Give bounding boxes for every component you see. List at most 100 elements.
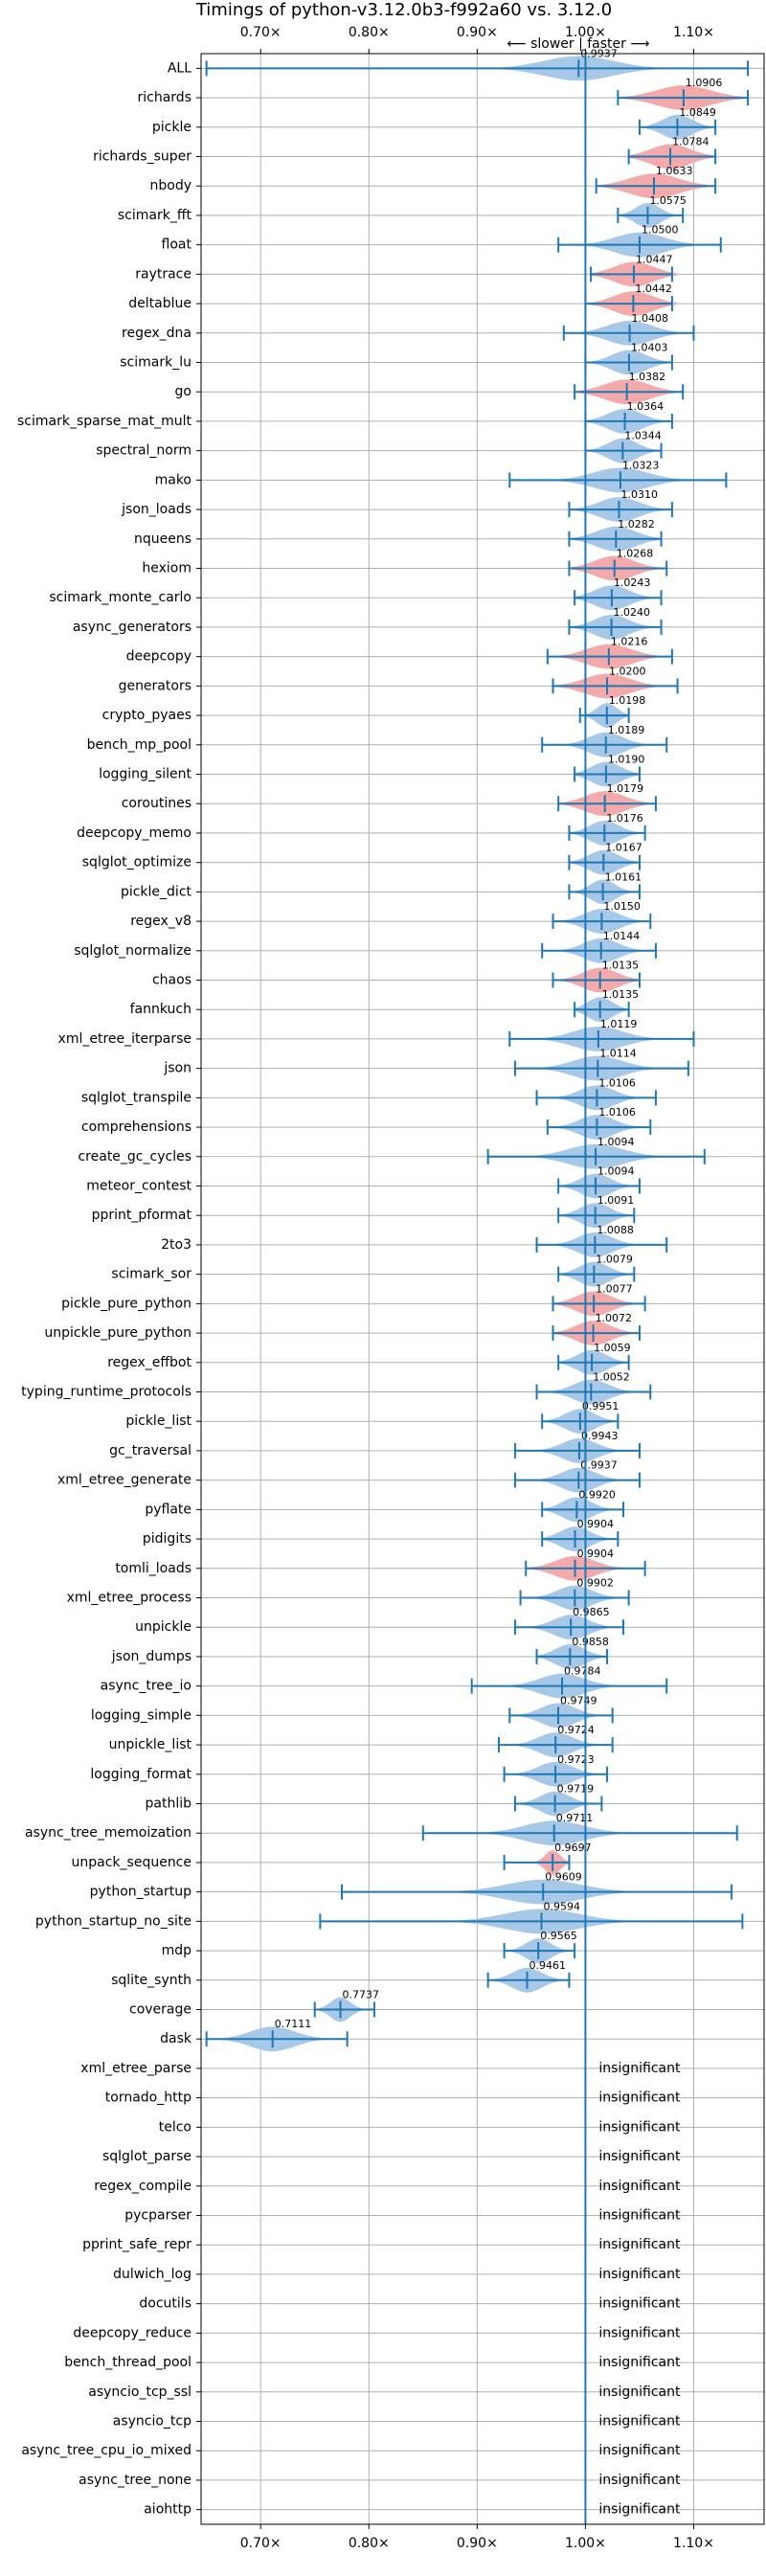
chart-title: Timings of python-v3.12.0b3-f992a60 vs. … xyxy=(195,0,612,20)
insignificant-label: insignificant xyxy=(598,2237,681,2252)
category-label: crypto_pyaes xyxy=(102,708,192,723)
x-tick-label: 0.80× xyxy=(349,25,390,40)
value-label: 1.0135 xyxy=(602,960,640,972)
value-label: 0.9609 xyxy=(545,1871,582,1884)
category-label: generators xyxy=(119,678,192,693)
value-label: 1.0408 xyxy=(632,312,669,325)
value-label: 0.9943 xyxy=(581,1430,619,1442)
category-label: scimark_monte_carlo xyxy=(49,590,192,605)
benchmark-violin: 1.0091 xyxy=(557,1194,636,1229)
category-label: scimark_lu xyxy=(120,355,192,371)
benchmark-violin: 1.0119 xyxy=(508,1018,695,1051)
x-tick-label: 0.70× xyxy=(240,2536,282,2551)
category-label: pickle_pure_python xyxy=(61,1296,192,1311)
category-label: unpickle xyxy=(135,1619,192,1635)
category-label: async_generators xyxy=(73,620,192,635)
value-label: 0.9723 xyxy=(557,1753,595,1766)
value-label: 0.9711 xyxy=(556,1812,594,1824)
value-label: 1.0906 xyxy=(686,77,723,89)
category-label: json xyxy=(163,1061,192,1076)
category-label: meteor_contest xyxy=(86,1179,192,1194)
benchmark-violin: 1.0106 xyxy=(546,1106,652,1140)
benchmark-violin: 0.7111 xyxy=(205,2018,349,2052)
benchmark-violin: 1.0072 xyxy=(552,1312,641,1345)
benchmark-violin: 1.0150 xyxy=(552,900,652,934)
category-label: json_loads xyxy=(121,502,192,517)
insignificant-label: insignificant xyxy=(598,2443,681,2458)
value-label: 1.0282 xyxy=(618,518,655,531)
value-label: 1.0240 xyxy=(614,606,651,619)
value-label: 1.0190 xyxy=(608,754,645,766)
category-label: deepcopy_reduce xyxy=(73,2325,192,2340)
x-tick-label: 1.10× xyxy=(673,25,714,40)
value-label: 1.0189 xyxy=(608,724,645,736)
value-label: 0.9865 xyxy=(573,1606,610,1618)
benchmark-violin: 0.9937 xyxy=(205,47,750,81)
benchmark-violin: 0.9719 xyxy=(513,1783,603,1817)
category-label: sqlglot_transpile xyxy=(81,1090,192,1105)
category-label: richards xyxy=(138,90,192,105)
benchmark-violin: 1.0364 xyxy=(584,400,673,434)
value-label: 0.9937 xyxy=(580,1459,618,1472)
value-label: 1.0161 xyxy=(605,870,642,883)
category-label: sqlglot_parse xyxy=(102,2149,192,2164)
x-tick-label: 0.80× xyxy=(349,2536,390,2551)
benchmark-violin: 1.0403 xyxy=(584,342,673,375)
category-label: mdp xyxy=(162,1943,192,1958)
benchmark-violin: 1.0344 xyxy=(584,430,663,463)
category-label: deepcopy xyxy=(126,649,192,665)
category-label: logging_format xyxy=(90,1767,192,1782)
category-label: coverage xyxy=(129,2002,192,2018)
category-label: spectral_norm xyxy=(96,443,192,459)
value-label: 1.0200 xyxy=(609,665,646,677)
value-label: 1.0364 xyxy=(627,400,665,413)
value-label: 0.9697 xyxy=(554,1842,592,1854)
value-label: 0.9719 xyxy=(557,1783,595,1796)
category-label: docutils xyxy=(139,2296,192,2312)
value-label: 0.9951 xyxy=(582,1400,620,1412)
x-tick-label: 1.00× xyxy=(565,25,606,40)
benchmark-violin: 0.9697 xyxy=(503,1842,592,1875)
category-label: regex_effbot xyxy=(107,1355,192,1370)
category-label: scimark_sparse_mat_mult xyxy=(17,414,192,429)
benchmark-violin: 1.0077 xyxy=(552,1282,646,1317)
benchmark-violin: 1.0268 xyxy=(568,548,668,581)
benchmark-violin: 1.0282 xyxy=(568,518,663,552)
category-label: scimark_sor xyxy=(111,1267,192,1282)
value-label: 1.0323 xyxy=(622,459,660,471)
value-label: 1.0500 xyxy=(642,224,679,237)
benchmark-violin: 0.9723 xyxy=(503,1753,609,1787)
category-label: pathlib xyxy=(146,1796,192,1812)
benchmark-violin: 1.0189 xyxy=(541,724,668,757)
benchmark-violin: 0.9749 xyxy=(508,1694,614,1729)
category-label: regex_compile xyxy=(94,2179,192,2194)
value-label: 1.0167 xyxy=(605,842,642,854)
value-label: 0.9858 xyxy=(572,1636,609,1648)
category-label: pickle xyxy=(152,120,192,135)
category-label: sqlglot_normalize xyxy=(74,943,192,959)
value-label: 1.0243 xyxy=(614,576,651,589)
value-label: 0.9565 xyxy=(540,1930,577,1942)
value-label: 1.0135 xyxy=(602,988,640,1001)
value-label: 1.0052 xyxy=(593,1371,630,1384)
value-label: 1.0094 xyxy=(597,1165,635,1178)
category-label: logging_simple xyxy=(91,1707,192,1723)
benchmark-violin: 0.9943 xyxy=(513,1430,641,1463)
category-label: aiohttp xyxy=(144,2502,192,2518)
benchmark-violin: 0.9858 xyxy=(535,1636,609,1669)
benchmark-violin: 0.9865 xyxy=(513,1606,624,1640)
benchmark-violin: 1.0161 xyxy=(568,870,642,905)
value-label: 0.7111 xyxy=(275,2018,312,2030)
category-label: unpickle_pure_python xyxy=(44,1325,192,1341)
benchmark-violin: 1.0135 xyxy=(552,960,641,993)
benchmark-violin: 1.0114 xyxy=(513,1048,689,1081)
category-label: dask xyxy=(160,2031,192,2046)
value-label: 0.9904 xyxy=(577,1548,615,1560)
category-label: typing_runtime_protocols xyxy=(21,1385,192,1400)
value-label: 0.9784 xyxy=(564,1665,601,1678)
category-label: async_tree_io xyxy=(101,1679,192,1694)
category-label: 2to3 xyxy=(161,1237,192,1253)
insignificant-label: insignificant xyxy=(598,2061,681,2076)
benchmark-violin: 0.9609 xyxy=(341,1871,733,1905)
